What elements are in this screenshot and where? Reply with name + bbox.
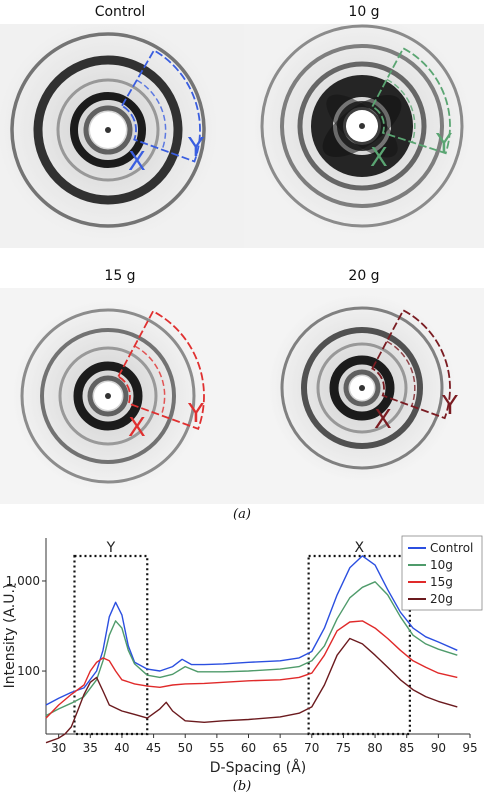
diffraction-ring xyxy=(316,342,408,434)
region-label-x: X xyxy=(374,405,392,435)
intensity-chart: 30 35 40 45 50 55 60 65 70 75 80 85 90 95 100 1,000 D-Sp… xyxy=(2,535,483,776)
beam-center xyxy=(105,127,111,133)
region-box-label: X xyxy=(354,540,364,556)
beam-center xyxy=(359,385,365,391)
legend-entry: Control xyxy=(430,541,473,555)
region-label-y: Y xyxy=(187,133,204,163)
region-box-y xyxy=(73,554,149,736)
region-label-y: Y xyxy=(441,391,458,421)
beam-center xyxy=(359,123,365,129)
x-tick-label: 80 xyxy=(367,741,382,755)
integration-wedge xyxy=(371,309,451,420)
region-divider xyxy=(134,345,166,416)
legend-box xyxy=(401,535,483,611)
series-line-control xyxy=(45,555,458,706)
region-divider xyxy=(136,79,167,150)
diffraction-ring xyxy=(260,24,464,228)
diffraction-ring xyxy=(311,75,413,177)
region-label-x: X xyxy=(370,143,388,173)
x-tick-label: 60 xyxy=(241,741,256,755)
x-tick-label: 40 xyxy=(114,741,129,755)
panel-title-20g: 20 g xyxy=(348,268,380,284)
diffraction-ring xyxy=(20,308,196,484)
x-tick-label: 95 xyxy=(462,741,477,755)
x-tick-label: 85 xyxy=(399,741,414,755)
panel-title-15g: 15 g xyxy=(104,268,136,284)
diffraction-ring xyxy=(343,369,381,407)
diffraction-ring xyxy=(329,355,395,421)
region-divider xyxy=(386,340,416,407)
series-line-20g xyxy=(45,637,458,744)
y-tick-label: 1,000 xyxy=(6,574,40,588)
diffraction-ring xyxy=(56,78,160,182)
diffraction-ring xyxy=(70,92,146,168)
x-tick-label: 50 xyxy=(178,741,193,755)
x-tick-label: 70 xyxy=(304,741,319,755)
series-line-10g xyxy=(45,581,458,717)
diffraction-ring xyxy=(297,61,427,191)
x-tick-label: 45 xyxy=(146,741,161,755)
region-box-x xyxy=(307,554,411,736)
panel-title-control: Control xyxy=(94,4,146,20)
region-label-x: X xyxy=(128,147,146,177)
region-label-y: Y xyxy=(187,399,204,429)
series-line-15g xyxy=(45,620,458,719)
panel-title-10g: 10 g xyxy=(348,4,380,20)
region-label-x: X xyxy=(128,413,146,443)
integration-wedge xyxy=(120,49,201,163)
beam-center xyxy=(105,393,111,399)
y-tick-label: 100 xyxy=(17,664,40,678)
diffraction-ring xyxy=(33,55,183,205)
x-tick-label: 65 xyxy=(273,741,288,755)
region-box-label: Y xyxy=(106,540,116,556)
region-label-y: Y xyxy=(435,129,452,159)
diffraction-ring xyxy=(280,44,444,208)
x-tick-label: 90 xyxy=(431,741,446,755)
diffraction-ring xyxy=(301,327,423,449)
diffraction-ring xyxy=(280,306,444,470)
diffraction-ring xyxy=(73,361,143,431)
x-tick-label: 35 xyxy=(83,741,98,755)
integration-wedge xyxy=(117,310,205,430)
integration-wedge xyxy=(371,47,451,155)
x-tick-label: 75 xyxy=(336,741,351,755)
x-axis-label: D-Spacing (Å) xyxy=(210,759,306,776)
legend-entry: 10g xyxy=(430,558,453,572)
diffraction-ring xyxy=(10,32,206,228)
diffraction-ring xyxy=(83,105,133,155)
y-axis-label: Intensity (A.U.) xyxy=(2,584,18,689)
diffraction-ring xyxy=(87,375,129,417)
x-tick-label: 55 xyxy=(209,741,224,755)
diffraction-ring xyxy=(58,346,158,446)
caption-b: (b) xyxy=(232,779,252,794)
x-tick-label: 30 xyxy=(51,741,66,755)
region-divider xyxy=(386,78,416,143)
caption-a: (a) xyxy=(233,507,251,522)
legend-entry: 15g xyxy=(430,575,453,589)
diffraction-ring xyxy=(40,328,176,464)
legend-entry: 20g xyxy=(430,592,453,606)
